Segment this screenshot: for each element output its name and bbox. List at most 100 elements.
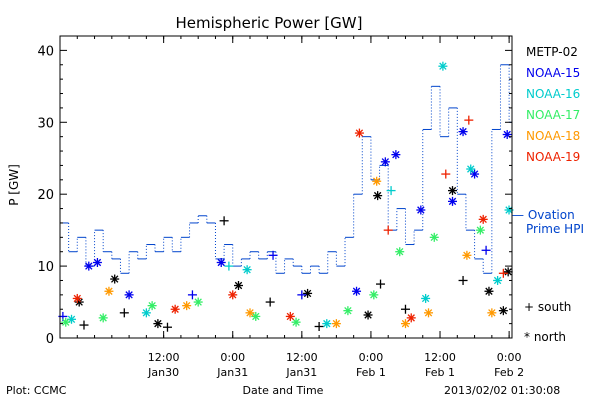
mark-stroke	[246, 309, 254, 317]
data-point-north	[153, 319, 163, 329]
data-point-north	[233, 281, 243, 291]
data-point-south	[162, 322, 172, 332]
mark-stroke	[401, 319, 410, 328]
data-points-layer	[58, 61, 514, 332]
mark-stroke	[467, 165, 475, 173]
x-tick-date-label: Jan31	[216, 366, 248, 379]
data-point-north	[216, 258, 226, 267]
mark-stroke	[392, 150, 400, 159]
chart-title: Hemispheric Power [GW]	[176, 14, 363, 32]
y-tick-label: 30	[37, 116, 54, 131]
data-point-south	[386, 186, 396, 196]
data-point-north	[498, 306, 508, 316]
data-point-south	[498, 268, 508, 278]
x-tick-label: 0:00	[497, 351, 522, 364]
mark-stroke	[67, 315, 76, 324]
data-point-north	[363, 310, 373, 320]
data-point-south	[383, 225, 393, 235]
mark-stroke	[373, 191, 382, 200]
mark-stroke	[430, 233, 438, 242]
data-point-north	[67, 314, 77, 324]
data-point-north	[369, 290, 379, 300]
x-tick-label: 12:00	[424, 351, 456, 364]
data-point-north	[331, 319, 341, 329]
legend-entry: NOAA-17	[526, 108, 580, 122]
mark-stroke	[234, 281, 243, 290]
mark-stroke	[332, 319, 341, 328]
x-tick-label: 12:00	[286, 351, 318, 364]
data-point-north	[352, 286, 362, 296]
mark-stroke	[111, 275, 119, 283]
mark-stroke	[396, 248, 404, 256]
data-point-north	[372, 176, 382, 186]
data-point-north	[141, 308, 151, 318]
data-point-north	[343, 306, 353, 316]
mark-stroke	[463, 251, 471, 260]
data-point-north	[478, 214, 488, 224]
legend-entry: NOAA-19	[526, 150, 580, 164]
data-point-south	[464, 115, 474, 125]
mark-stroke	[62, 318, 70, 326]
mark-stroke	[459, 127, 467, 136]
data-point-north	[72, 293, 82, 303]
data-point-north	[395, 247, 405, 257]
data-point-south	[481, 245, 491, 255]
data-point-north	[104, 286, 114, 296]
x-tick-date-label: Feb 2	[494, 366, 524, 379]
data-point-south	[224, 261, 234, 271]
x-tick-date-label: Jan31	[285, 366, 317, 379]
mark-stroke	[217, 258, 225, 267]
x-tick-label: 0:00	[359, 351, 384, 364]
x-tick-date-label: Feb 1	[356, 366, 386, 379]
mark-stroke	[352, 287, 361, 295]
mark-stroke	[470, 170, 479, 178]
data-point-north	[484, 286, 494, 296]
data-point-south	[79, 320, 89, 330]
mark-stroke	[105, 287, 113, 295]
legend-ovation-line2: Prime HPI	[526, 222, 584, 236]
y-tick-label: 10	[37, 260, 54, 275]
data-point-north	[110, 274, 120, 284]
mark-stroke	[488, 309, 496, 317]
mark-stroke	[424, 309, 433, 317]
plot-timestamp: 2013/02/02 01:30:08	[444, 384, 560, 397]
mark-stroke	[344, 306, 352, 315]
data-point-north	[475, 225, 485, 235]
mark-stroke	[499, 306, 508, 315]
data-point-north	[245, 308, 255, 318]
data-point-north	[182, 301, 192, 311]
mark-stroke	[493, 276, 502, 285]
data-point-north	[487, 308, 497, 318]
x-tick-label: 0:00	[220, 351, 245, 364]
axes-layer: 0 10 20 30 40 12:00 Jan30 0:00 Jan31 12:00 Jan31 0:…	[37, 35, 524, 379]
legend-entry: NOAA-16	[526, 87, 580, 101]
x-tick-date-label: Jan30	[147, 366, 179, 379]
data-point-north	[285, 311, 295, 321]
data-point-north	[193, 297, 203, 307]
data-point-north	[421, 293, 431, 303]
mark-stroke	[292, 318, 300, 326]
data-point-north	[92, 258, 102, 267]
mark-stroke	[479, 215, 487, 224]
data-point-south	[187, 290, 197, 300]
mark-stroke	[229, 291, 237, 299]
data-point-north	[391, 150, 401, 160]
data-point-north	[147, 301, 157, 311]
data-point-north	[458, 127, 468, 137]
data-point-south	[119, 308, 129, 318]
data-point-north	[303, 288, 313, 298]
data-point-south	[376, 279, 386, 289]
data-point-north	[251, 311, 261, 321]
data-point-north	[124, 290, 134, 300]
mark-stroke	[75, 298, 83, 306]
mark-stroke	[73, 294, 81, 303]
data-point-north	[462, 250, 472, 260]
mark-stroke	[85, 262, 93, 270]
mark-stroke	[476, 226, 485, 234]
data-point-north	[61, 317, 71, 327]
ovation-prime-hpi-layer	[60, 64, 512, 274]
mark-stroke	[448, 197, 457, 206]
marker-legend-south: + south	[524, 300, 571, 314]
data-point-north	[400, 319, 410, 329]
mark-stroke	[93, 258, 102, 267]
